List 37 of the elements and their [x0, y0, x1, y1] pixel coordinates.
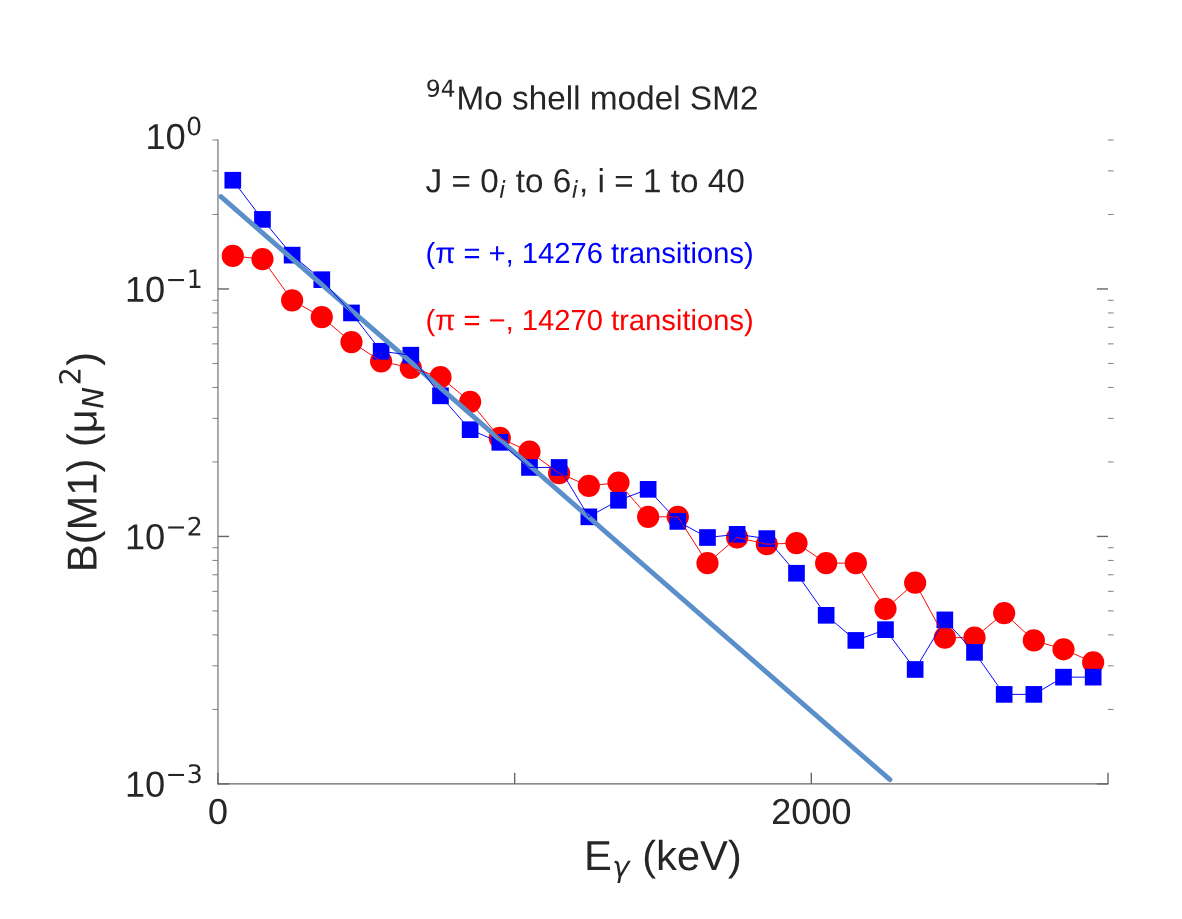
point — [904, 571, 927, 594]
text: $^{94}$Mo shell model SM2 — [427, 79, 757, 110]
x-tick-label: 2000 — [772, 798, 851, 825]
text: (π = +, 14276 transitions) — [427, 241, 752, 270]
y-axis-title: B(M1) (μ$_{N}$$^{2}$) — [58, 354, 106, 569]
point — [310, 305, 333, 329]
point — [788, 564, 805, 582]
point — [874, 597, 897, 620]
y-tick-label: 10$^{−3}$ — [127, 764, 201, 798]
point — [1055, 668, 1072, 686]
point — [221, 244, 244, 268]
point — [610, 491, 627, 509]
point — [637, 505, 660, 528]
point — [251, 248, 274, 271]
point — [785, 531, 808, 555]
point — [993, 601, 1016, 625]
point — [224, 171, 242, 189]
point — [696, 552, 719, 575]
text: 10$^{0}$ — [148, 116, 201, 150]
x-axis-title: E$_{γ}$ (keV) — [587, 839, 740, 883]
point — [877, 621, 894, 638]
point — [966, 644, 983, 661]
series-label: (π = −, 14270 transitions) — [427, 308, 752, 337]
point — [1084, 668, 1102, 686]
point — [577, 474, 600, 498]
point — [1025, 686, 1043, 703]
y-tick-label: 10$^{−2}$ — [127, 516, 201, 550]
point — [699, 529, 716, 546]
y-tick-label: 10$^{−1}$ — [127, 269, 201, 303]
point — [340, 330, 363, 354]
point — [1052, 638, 1075, 661]
annotation: J = 0$_{i}$ to 6$_{i}$, i = 1 to 40 — [426, 168, 744, 198]
point — [281, 289, 304, 312]
point — [847, 632, 865, 649]
point — [1022, 629, 1045, 652]
point — [995, 686, 1013, 703]
x-tick-label: 0 — [209, 798, 227, 825]
